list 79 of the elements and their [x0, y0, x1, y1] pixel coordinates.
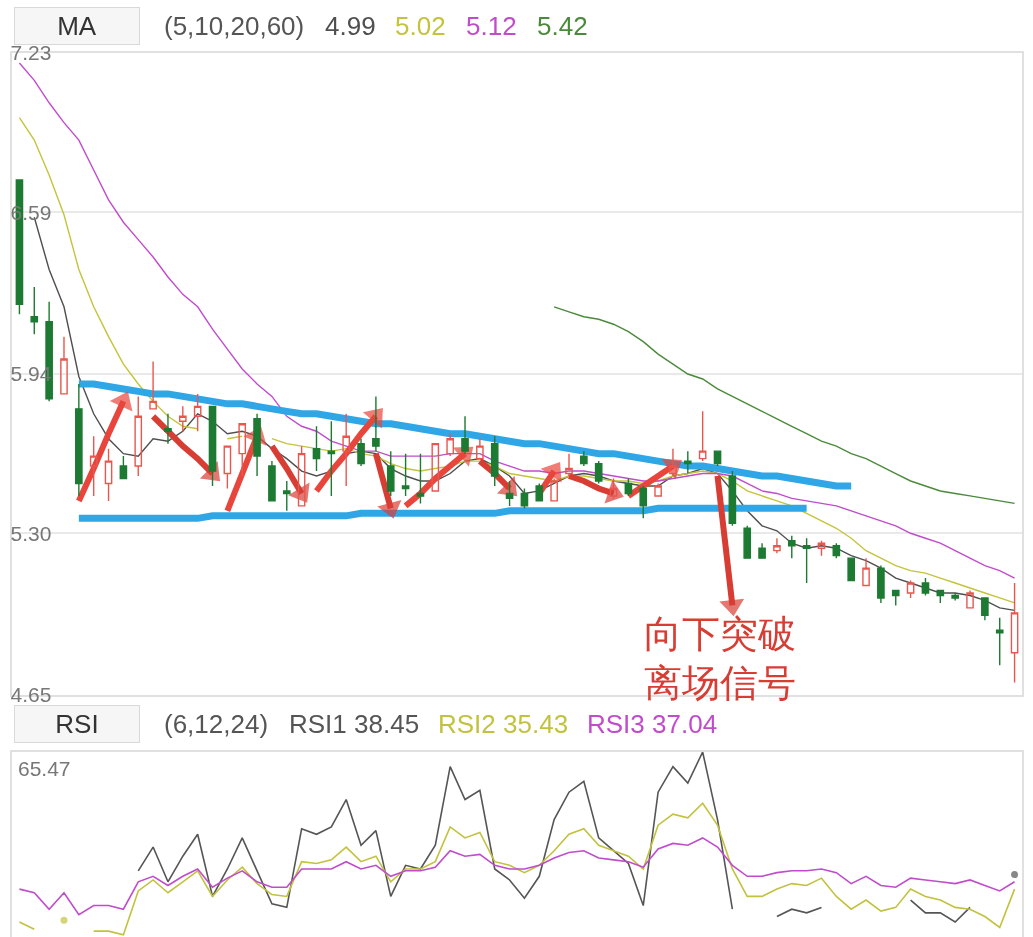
candlestick — [609, 477, 618, 500]
candlestick — [282, 480, 291, 512]
candlestick — [802, 537, 811, 584]
text: (6,12,24) — [164, 709, 269, 739]
candlestick — [995, 617, 1004, 666]
y-tick-label: 4.65 — [10, 683, 52, 707]
candlestick — [683, 450, 692, 475]
text: 5.12 — [466, 11, 517, 41]
candlestick — [817, 540, 826, 557]
text: 4.99 — [325, 11, 376, 41]
candlestick — [178, 405, 187, 432]
candlestick — [654, 482, 662, 497]
candlestick — [921, 577, 930, 597]
candlestick — [728, 470, 737, 527]
candlestick — [431, 442, 440, 492]
candlestick — [713, 450, 722, 467]
candlestick — [193, 393, 202, 432]
candlestick — [312, 425, 321, 472]
candlestick — [327, 420, 336, 497]
candlestick — [490, 435, 499, 487]
candlestick — [119, 455, 128, 480]
candlestick — [936, 589, 945, 604]
candlestick — [594, 460, 603, 485]
candlestick — [847, 557, 856, 582]
candlestick — [639, 485, 648, 520]
candlestick — [104, 447, 113, 502]
candlestick — [401, 452, 410, 497]
y-tick-label: 5.30 — [10, 521, 52, 545]
candlestick — [891, 589, 900, 607]
candlestick — [149, 360, 157, 410]
candlestick — [461, 415, 469, 455]
candlestick — [966, 589, 974, 609]
candlestick — [446, 433, 454, 457]
candlestick — [773, 537, 781, 554]
candlestick — [669, 447, 677, 477]
candlestick — [787, 535, 796, 559]
text: 5.02 — [395, 11, 446, 41]
candlestick — [906, 579, 915, 599]
candlestick — [951, 592, 959, 602]
candlestick — [520, 487, 529, 510]
candlestick — [877, 564, 885, 604]
candlestick — [297, 445, 306, 507]
annotation: 向下突破离场信号 — [644, 612, 796, 706]
candlestick — [208, 405, 217, 487]
candlestick — [342, 413, 351, 487]
text: RSI3 37.04 — [587, 709, 718, 739]
candlestick — [565, 452, 573, 477]
candlestick — [89, 435, 98, 497]
candlestick — [238, 423, 247, 477]
candlestick — [743, 525, 752, 559]
candlestick — [372, 395, 380, 452]
text: RSI — [55, 709, 99, 739]
candlestick — [253, 413, 261, 477]
text: MA — [57, 11, 97, 41]
candlestick — [30, 286, 39, 335]
annotation: 65.47 — [18, 757, 71, 780]
y-tick-label: 7.23 — [10, 41, 52, 65]
text: RSI1 38.45 — [289, 709, 420, 739]
text: 5.42 — [537, 11, 588, 41]
candlestick — [580, 450, 588, 467]
candlestick — [981, 597, 989, 622]
candlestick — [1010, 582, 1019, 684]
candlestick — [698, 410, 707, 462]
candlestick — [758, 542, 766, 559]
candlestick — [357, 438, 365, 467]
candlestick — [268, 460, 276, 502]
candlestick — [60, 335, 68, 395]
candlestick — [164, 413, 172, 445]
text: RSI2 35.43 — [438, 709, 569, 739]
line-series — [553, 306, 1016, 505]
candlestick — [862, 557, 870, 587]
candlestick — [505, 480, 514, 507]
text: (5,10,20,60) — [164, 11, 305, 41]
candlestick — [416, 452, 425, 505]
candlestick — [134, 395, 143, 477]
candlestick — [476, 438, 484, 460]
candlestick — [386, 450, 395, 497]
candlestick — [75, 383, 83, 497]
candlestick — [223, 445, 232, 490]
